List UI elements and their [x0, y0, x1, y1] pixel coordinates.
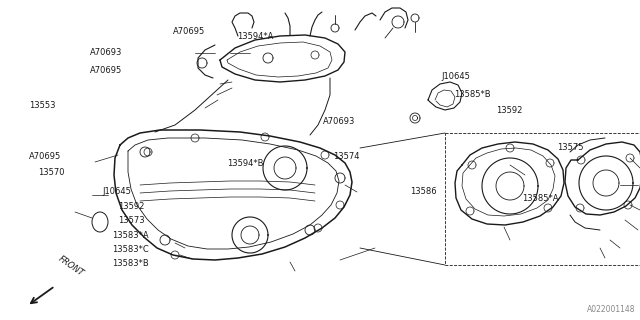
Text: 13575: 13575: [557, 143, 583, 152]
Text: J10645: J10645: [102, 188, 131, 196]
Text: 13553: 13553: [29, 101, 55, 110]
Text: 13585*B: 13585*B: [454, 90, 491, 99]
Text: A70693: A70693: [323, 117, 356, 126]
Text: A022001148: A022001148: [586, 305, 635, 314]
Text: 13574: 13574: [333, 152, 359, 161]
Text: 13594*B: 13594*B: [227, 159, 264, 168]
Text: 13573: 13573: [118, 216, 145, 225]
Text: 13583*B: 13583*B: [112, 260, 148, 268]
Text: A70695: A70695: [173, 28, 205, 36]
Text: A70695: A70695: [29, 152, 61, 161]
Text: FRONT: FRONT: [57, 254, 86, 278]
Text: 13570: 13570: [38, 168, 65, 177]
Text: 13583*A: 13583*A: [112, 231, 148, 240]
Text: 13583*C: 13583*C: [112, 245, 148, 254]
Text: A70695: A70695: [90, 66, 122, 75]
Text: 13592: 13592: [496, 106, 522, 115]
Text: 13592: 13592: [118, 202, 145, 211]
Text: 13594*A: 13594*A: [237, 32, 273, 41]
Text: A70693: A70693: [90, 48, 122, 57]
Text: J10645: J10645: [442, 72, 470, 81]
Text: 13586: 13586: [410, 188, 436, 196]
Text: 13585*A: 13585*A: [522, 194, 558, 203]
